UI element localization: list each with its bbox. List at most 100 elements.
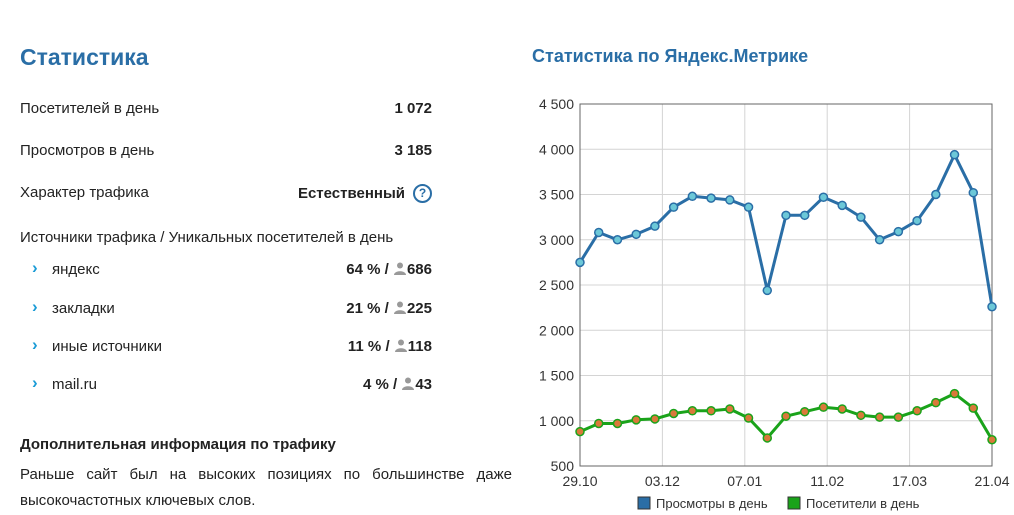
source-name: mail.ru [52,376,98,393]
data-point [818,192,829,202]
data-point [874,412,885,422]
legend-swatch [637,496,651,510]
data-point [931,397,941,408]
data-point [799,210,810,221]
data-point [725,404,735,414]
data-point [631,229,641,240]
source-name: иные источники [52,338,162,355]
y-tick-label: 4 500 [539,96,574,112]
data-point [893,412,904,422]
data-point [893,226,904,237]
data-point [818,402,829,412]
help-icon[interactable]: ? [413,184,432,203]
x-tick-label: 29.10 [562,473,597,489]
source-unique: 686 [406,261,432,278]
visitors-label: Посетителей в день [20,100,160,117]
user-icon [393,262,406,275]
traffic-label: Характер трафика [20,184,149,201]
views-label: Просмотров в день [20,142,155,159]
data-point [706,193,716,203]
source-unique: 225 [406,300,432,317]
user-icon [394,339,407,352]
traffic-type: Естественный [297,185,405,202]
source-percent: 4 % [362,376,389,393]
user-icon [393,301,406,314]
traffic-value: Естественный? [298,184,432,203]
source-percent: 64 % [346,261,381,278]
data-point [612,235,623,245]
data-point [987,301,997,312]
data-point [650,221,660,231]
source-stat: 21 % / 225 [346,300,432,317]
data-point [781,210,791,221]
source-separator: / [380,261,393,278]
data-point [743,413,754,423]
y-tick-label: 3 000 [539,232,574,248]
extra-info-title: Дополнительная информация по трафику [20,436,336,453]
data-point [612,418,623,429]
source-stat: 64 % / 686 [346,261,432,278]
user-icon [402,377,415,390]
y-tick-label: 1 500 [539,368,574,384]
data-point [725,195,735,205]
data-point [650,414,660,424]
stats-title: Статистика [20,44,149,70]
data-point [856,212,866,222]
data-point [743,202,754,212]
data-point [874,235,885,245]
visitors-value: 1 072 [394,100,432,117]
data-point [968,187,979,198]
source-name: закладки [52,300,115,317]
y-tick-label: 3 500 [539,187,574,203]
chevron-right-icon: › [32,297,38,316]
chevron-right-icon: › [32,258,38,277]
chevron-right-icon: › [32,335,38,354]
data-point [912,215,922,226]
chart-title: Статистика по Яндекс.Метрике [532,46,809,66]
legend-label: Посетители в день [806,496,920,511]
y-tick-label: 500 [551,458,575,474]
data-point [968,403,979,413]
x-tick-label: 03.12 [645,473,680,489]
data-point [987,435,997,445]
source-percent: 21 % [346,300,381,317]
y-tick-label: 4 000 [539,141,574,157]
data-point [837,200,847,211]
source-percent: 11 % [347,338,382,355]
data-point [668,408,679,419]
data-point [931,189,941,200]
data-point [593,227,604,238]
data-point [912,406,922,416]
data-point [856,410,866,421]
views-value: 3 185 [394,142,432,159]
data-point [575,257,585,268]
source-separator: / [380,300,393,317]
legend-label: Просмотры в день [656,496,768,511]
data-point [631,415,641,425]
source-name: яндекс [52,261,100,278]
data-point [593,418,604,429]
data-point [687,406,698,416]
source-unique: 118 [407,338,432,355]
traffic-chart: 4 500 4 000 3 500 3 000 2 500 2 000 1 500 1 000… [539,96,1010,511]
x-tick-label: 21.04 [974,473,1009,489]
data-point [762,433,773,443]
data-point [949,388,960,399]
data-point [575,426,585,437]
source-unique: 43 [415,376,432,393]
source-separator: / [388,376,402,393]
y-tick-label: 1 000 [539,413,574,429]
x-tick-label: 11.02 [810,473,844,489]
data-point [837,404,847,414]
chevron-right-icon: › [32,373,38,392]
extra-info-text: Раньше сайт был на высоких позициях по б… [20,466,512,509]
source-separator: / [381,338,394,355]
source-stat: 4 % / 43 [363,376,432,393]
source-stat: 11 % / 118 [348,338,432,355]
data-point [687,191,698,202]
data-point [706,406,716,416]
y-tick-label: 2 500 [539,277,574,293]
data-point [781,411,791,421]
data-point [799,406,810,417]
plot-border [579,103,993,467]
